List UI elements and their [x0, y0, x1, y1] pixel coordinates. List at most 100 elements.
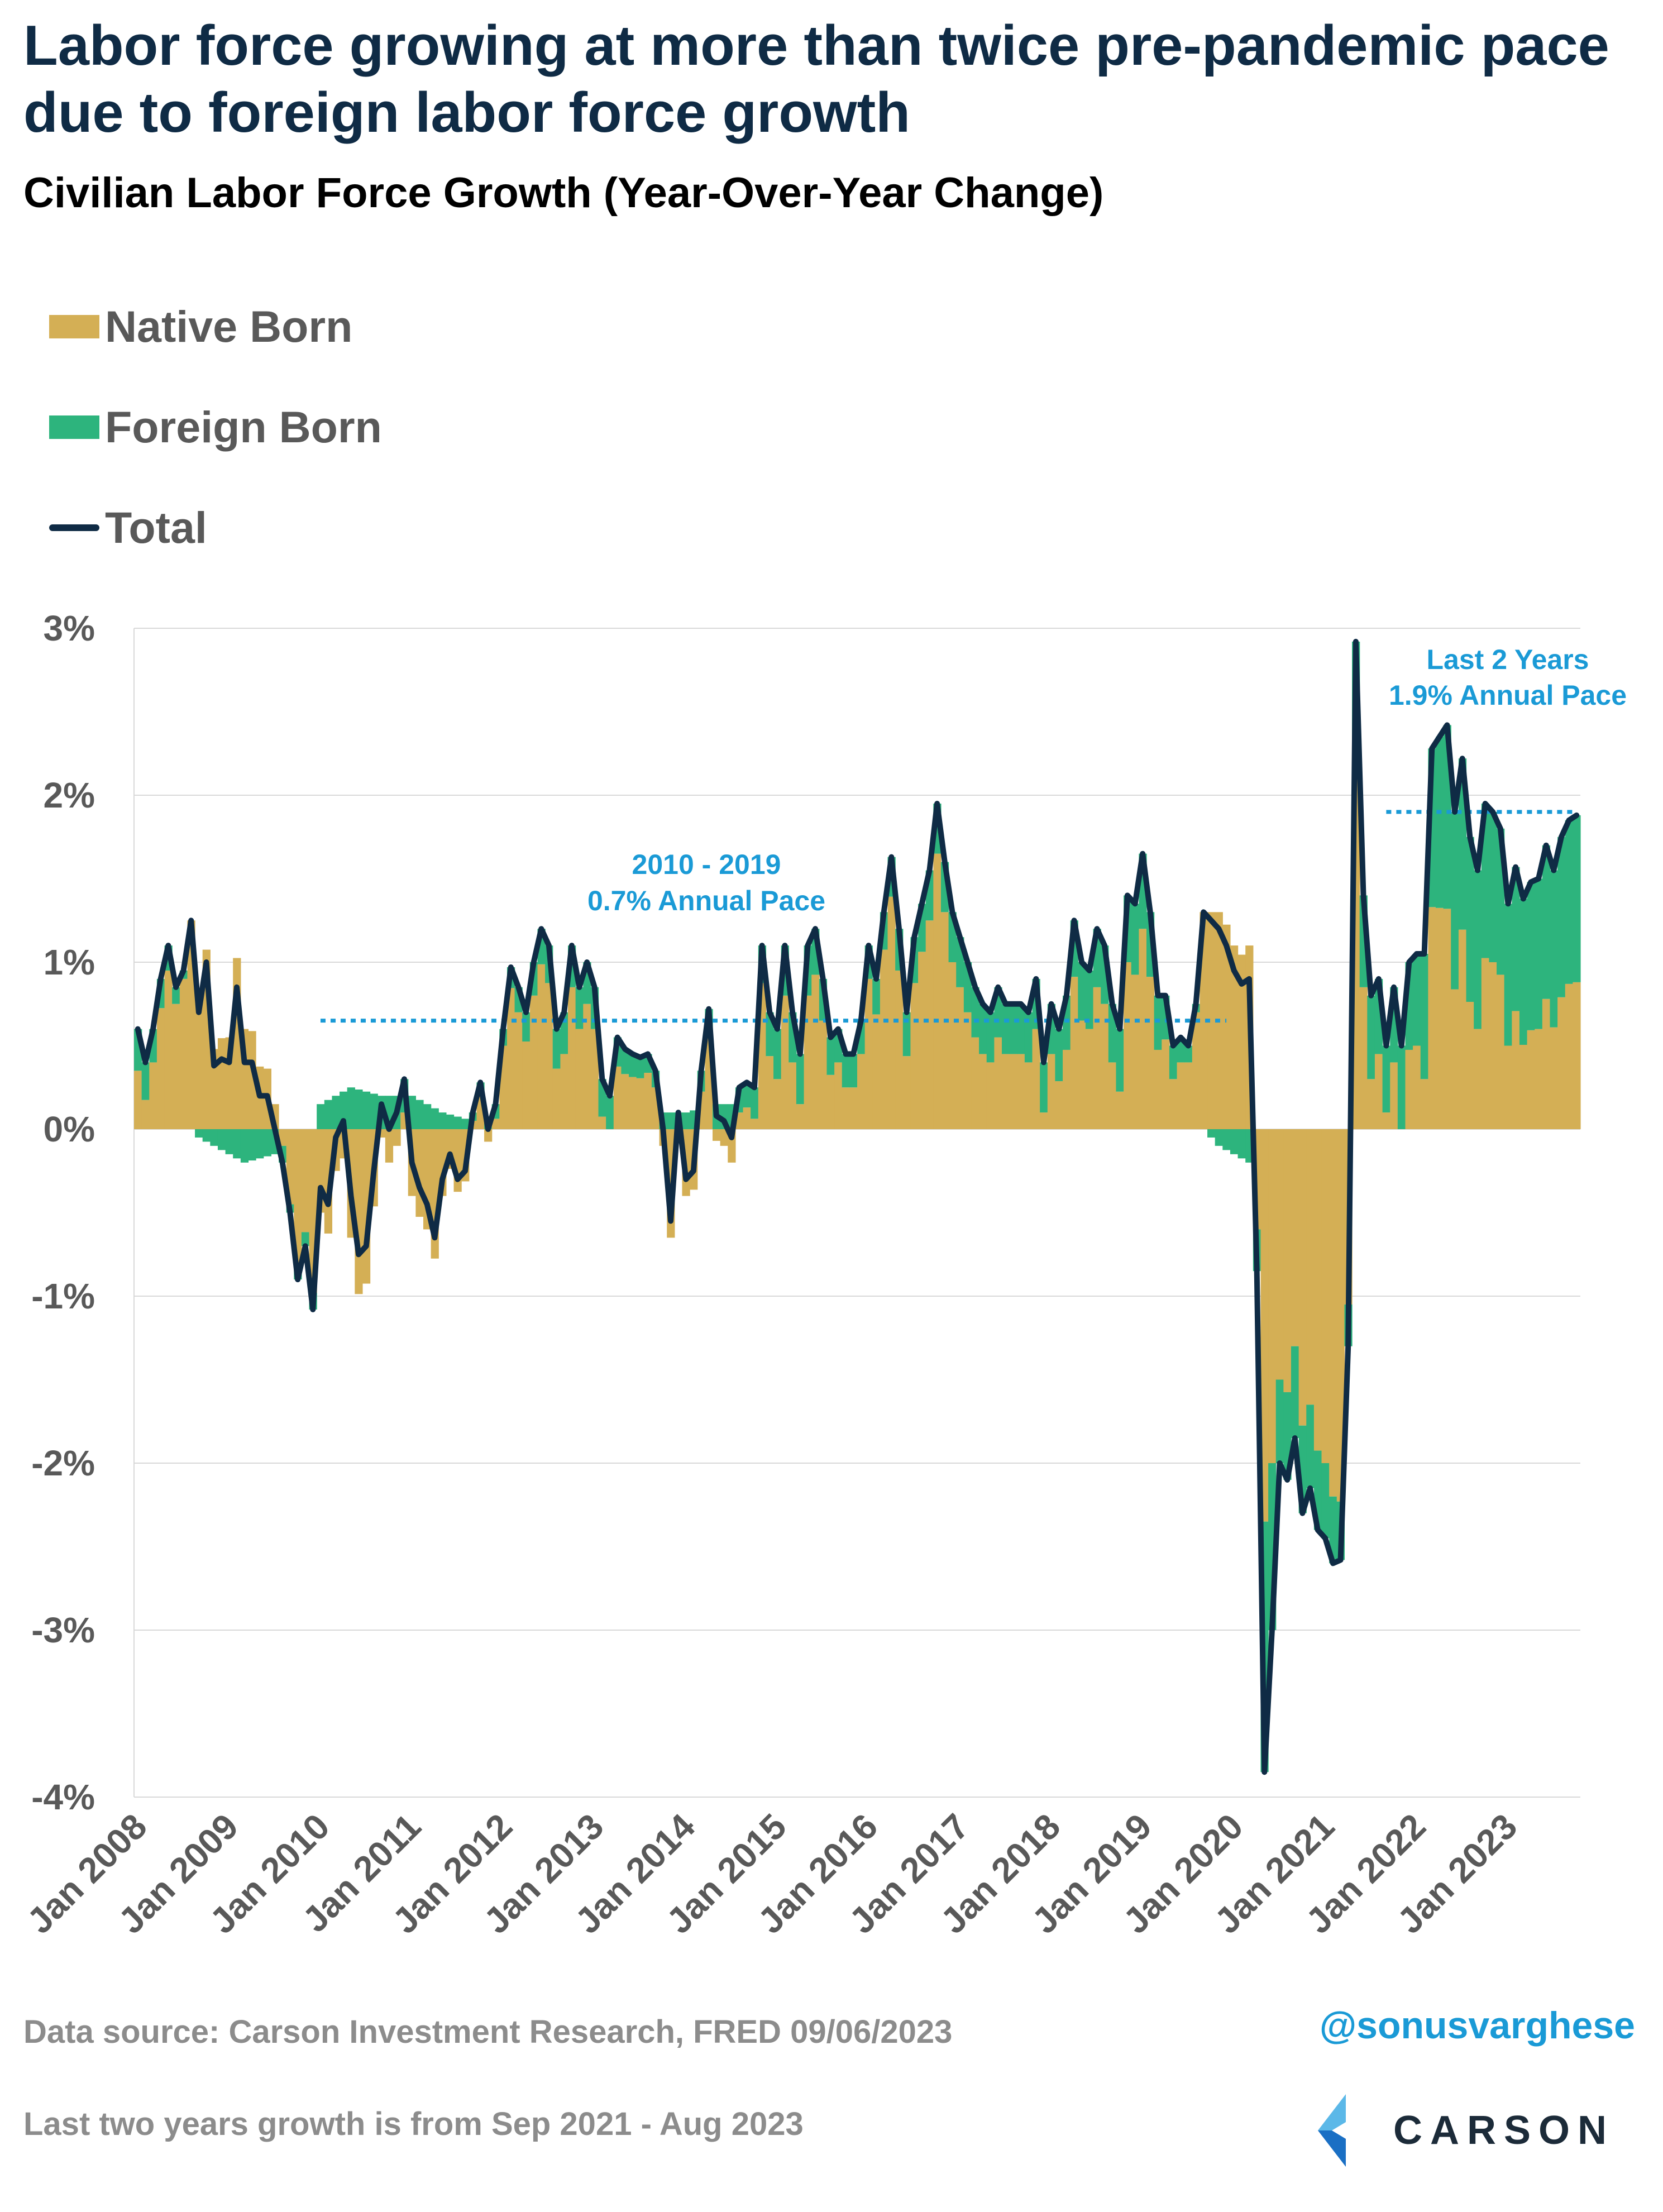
native-born-bar	[583, 1004, 591, 1129]
native-born-bar	[529, 995, 538, 1129]
y-tick-label: 2%	[44, 775, 95, 815]
native-born-bar	[1283, 1129, 1292, 1392]
native-born-bar	[1085, 1029, 1094, 1129]
legend-label-foreign-born: Foreign Born	[105, 402, 382, 452]
native-born-bar	[613, 1066, 622, 1129]
native-born-bar	[1306, 1129, 1315, 1405]
native-born-bar	[1321, 1129, 1330, 1463]
native-born-bar	[1405, 1049, 1413, 1129]
foreign-born-bar	[667, 1112, 675, 1129]
native-born-bar	[1002, 1054, 1010, 1129]
native-born-bar	[1336, 1129, 1345, 1502]
foreign-born-bar	[1040, 1062, 1048, 1113]
native-born-bar	[751, 1119, 759, 1129]
native-born-bar	[834, 1062, 843, 1129]
native-born-bar	[1497, 974, 1505, 1129]
native-born-bar	[872, 1014, 881, 1129]
native-born-bar	[1519, 1045, 1528, 1129]
annotations: 2010 - 2019 0.7% Annual Pace Last 2 Year…	[587, 644, 1627, 916]
native-born-bar	[1230, 945, 1239, 1129]
author-handle[interactable]: @sonusvarghese	[1319, 2004, 1635, 2047]
native-born-bar	[773, 1079, 782, 1129]
legend-item-native-born: Native Born	[49, 276, 382, 377]
native-born-bar	[149, 1062, 157, 1129]
legend-item-foreign-born: Foreign Born	[49, 377, 382, 477]
native-born-bar	[1489, 962, 1497, 1129]
foreign-born-bar	[195, 1129, 203, 1138]
native-born-bar	[1458, 929, 1467, 1129]
native-born-bar	[781, 995, 789, 1129]
native-born-bar	[1009, 1054, 1017, 1129]
foreign-born-bar	[1222, 1129, 1231, 1150]
foreign-born-bar	[1573, 815, 1581, 982]
native-born-bar	[134, 1071, 142, 1129]
native-born-bar	[179, 978, 188, 1129]
total-line-swatch	[49, 524, 99, 531]
foreign-born-bar	[332, 1096, 340, 1129]
native-born-bar	[857, 1054, 866, 1129]
foreign-born-bar	[1436, 737, 1444, 908]
native-born-bar	[1222, 924, 1231, 1129]
foreign-born-bar	[1512, 867, 1520, 1011]
native-born-bar	[491, 1119, 500, 1129]
foreign-born-bar	[872, 978, 881, 1015]
native-born-bar	[1573, 982, 1581, 1129]
native-born-bar	[743, 1107, 751, 1129]
native-born-bar	[279, 1129, 287, 1146]
native-born-bar	[1116, 1091, 1124, 1129]
foreign-born-bar	[301, 1232, 310, 1246]
foreign-born-bar	[202, 1129, 211, 1142]
foreign-born-bar	[1382, 1045, 1390, 1113]
native-born-bar	[1474, 1029, 1482, 1129]
foreign-born-bar	[240, 1129, 249, 1163]
native-born-bar	[1177, 1062, 1185, 1129]
foreign-born-bar	[347, 1087, 355, 1129]
legend: Native Born Foreign Born Total	[49, 276, 382, 578]
native-born-bar	[1024, 1062, 1033, 1129]
native-born-bar	[713, 1129, 721, 1141]
y-tick-label: -2%	[31, 1443, 95, 1483]
foreign-born-bar	[1367, 995, 1375, 1079]
foreign-born-bar	[826, 1037, 835, 1075]
native-born-bar	[1108, 1062, 1117, 1129]
foreign-born-bar	[682, 1112, 690, 1129]
foreign-born-bar	[1535, 878, 1543, 1029]
data-source-note: Data source: Carson Investment Research,…	[23, 2014, 953, 2050]
native-born-bar	[1063, 1049, 1071, 1129]
foreign-born-bar	[1116, 1029, 1124, 1092]
native-born-bar	[1154, 1049, 1162, 1129]
foreign-born-bar	[362, 1091, 371, 1129]
carson-logo: CARSON	[1315, 2089, 1614, 2172]
native-born-bar	[1124, 962, 1132, 1129]
native-born-bar	[1413, 1045, 1421, 1129]
native-born-bar	[1428, 907, 1436, 1129]
foreign-born-bar	[172, 987, 180, 1004]
foreign-born-bar	[743, 1082, 751, 1108]
native-born-bar	[1169, 1079, 1178, 1129]
native-born-bar	[1207, 912, 1216, 1129]
foreign-born-bar	[629, 1054, 637, 1077]
native-born-bar	[552, 1068, 561, 1129]
foreign-born-bar	[1451, 811, 1459, 990]
foreign-born-bar	[1078, 962, 1086, 1021]
y-tick-label: 1%	[44, 942, 95, 982]
native-born-bar	[1527, 1030, 1535, 1129]
foreign-born-bar	[1009, 1004, 1017, 1054]
foreign-born-bar	[1291, 1346, 1299, 1439]
native-born-bar	[1146, 977, 1155, 1129]
foreign-born-bar	[606, 1096, 614, 1129]
foreign-born-bar	[1230, 1129, 1239, 1154]
foreign-born-bar	[1489, 811, 1497, 962]
foreign-born-bar	[1466, 837, 1474, 1002]
native-born-bar	[796, 1104, 805, 1129]
native-born-bar	[1436, 907, 1444, 1129]
foreign-born-bar	[1002, 1004, 1010, 1054]
native-born-bar	[294, 1129, 302, 1269]
native-born-bar	[636, 1078, 644, 1129]
y-tick-label: -3%	[31, 1610, 95, 1650]
native-born-bar	[484, 1129, 493, 1142]
native-born-bar	[1040, 1112, 1048, 1129]
native-born-bar	[986, 1062, 995, 1129]
foreign-born-bar	[317, 1104, 325, 1129]
